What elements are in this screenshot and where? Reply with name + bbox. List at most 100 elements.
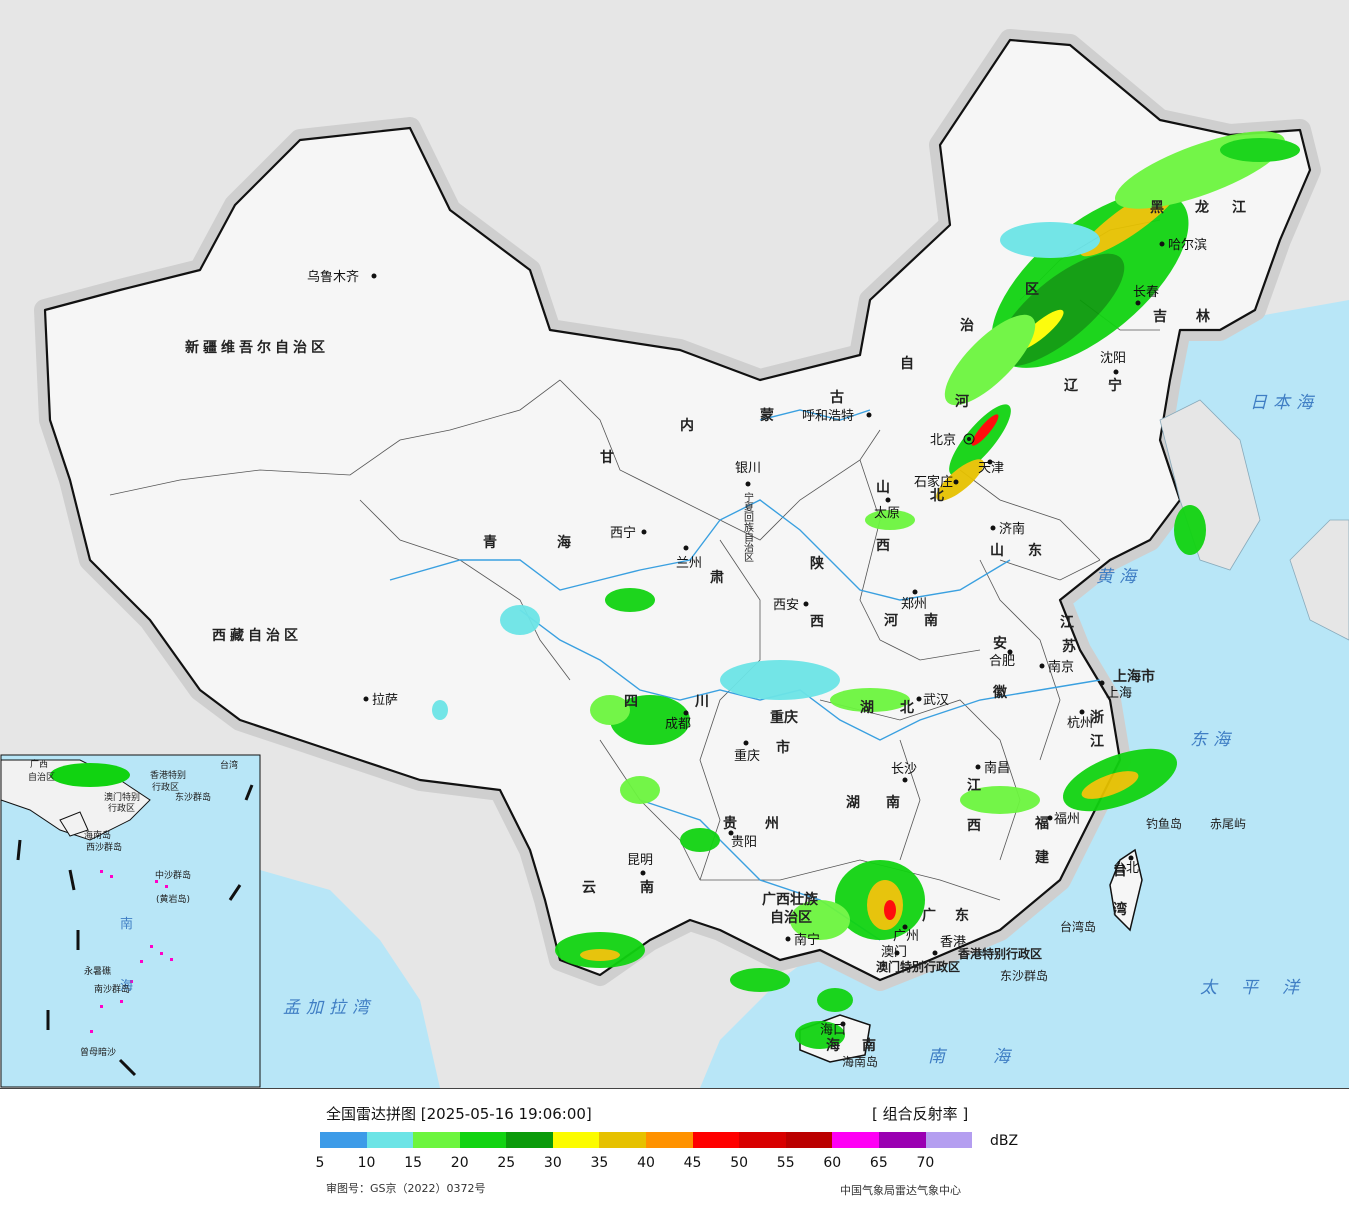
svg-text:长春: 长春 bbox=[1133, 285, 1159, 300]
svg-text:贵阳: 贵阳 bbox=[731, 835, 757, 850]
city-nanchang[interactable]: 南昌 bbox=[975, 760, 1011, 776]
region-xi2: 西 bbox=[810, 614, 824, 630]
scale-swatch bbox=[413, 1132, 460, 1148]
city-hongkong[interactable]: 香港 bbox=[932, 935, 967, 956]
radar-map[interactable]: 新疆维吾尔自治区 西藏自治区 青海 甘 肃 内 蒙 古 自 治 区 黑 龙 江 … bbox=[0, 0, 1349, 1089]
region-ningxia-vertical: 宁夏回族自治区 bbox=[742, 491, 754, 562]
region-hui: 徽 bbox=[992, 684, 1008, 701]
region-dong: 东 bbox=[1028, 542, 1042, 559]
city-jinan[interactable]: 济南 bbox=[990, 521, 1026, 537]
city-shanghai[interactable]: 上海 bbox=[1099, 680, 1133, 702]
scale-tick: 25 bbox=[497, 1155, 516, 1171]
region-yun: 云 bbox=[582, 880, 596, 896]
city-shenyang[interactable]: 沈阳 bbox=[1100, 351, 1126, 375]
city-xining[interactable]: 西宁 bbox=[610, 525, 647, 541]
scale-tick: 30 bbox=[543, 1155, 562, 1171]
region-chuan: 川 bbox=[694, 694, 709, 710]
svg-text:广西: 广西 bbox=[30, 758, 48, 770]
radar-map-canvas[interactable]: 新疆维吾尔自治区 西藏自治区 青海 甘 肃 内 蒙 古 自 治 区 黑 龙 江 … bbox=[0, 0, 1349, 1088]
region-shi: 市 bbox=[776, 739, 790, 756]
region-hu: 湖 bbox=[860, 700, 874, 716]
region-bei: 北 bbox=[930, 488, 944, 504]
city-yinchuan[interactable]: 银川 bbox=[735, 461, 761, 487]
region-tai: 台 bbox=[1113, 862, 1127, 879]
svg-text:南: 南 bbox=[120, 916, 133, 932]
city-chongqing[interactable]: 重庆 bbox=[734, 740, 760, 765]
region-ning: 宁 bbox=[1108, 377, 1122, 394]
city-haikou[interactable]: 海口 bbox=[820, 1021, 846, 1039]
svg-text:重庆: 重庆 bbox=[734, 748, 760, 764]
svg-text:昆明: 昆明 bbox=[627, 853, 653, 868]
scale-tick: 70 bbox=[916, 1155, 935, 1171]
city-changchun[interactable]: 长春 bbox=[1133, 285, 1159, 306]
region-shan: 山 bbox=[876, 480, 890, 496]
scale-swatch bbox=[785, 1132, 833, 1148]
region-su: 肃 bbox=[710, 569, 724, 586]
city-urumqi[interactable]: 乌鲁木齐 bbox=[307, 269, 377, 285]
svg-text:澳门特别: 澳门特别 bbox=[104, 791, 140, 803]
region-nan2: 南 bbox=[886, 794, 900, 811]
city-zhengzhou[interactable]: 郑州 bbox=[901, 589, 927, 613]
city-hohhot[interactable]: 呼和浩特 bbox=[802, 409, 872, 424]
svg-text:福州: 福州 bbox=[1054, 812, 1080, 827]
city-guiyang[interactable]: 贵阳 bbox=[728, 830, 758, 851]
svg-text:上海: 上海 bbox=[1106, 686, 1132, 701]
city-changsha[interactable]: 长沙 bbox=[891, 762, 917, 783]
scale-swatch bbox=[692, 1132, 740, 1148]
city-shijiazhuang[interactable]: 石家庄 bbox=[914, 474, 959, 490]
city-xian[interactable]: 西安 bbox=[773, 598, 809, 613]
island-taiwan: 台湾岛 bbox=[1060, 919, 1096, 934]
city-taiyuan[interactable]: 太原 bbox=[874, 497, 900, 522]
region-dong2: 东 bbox=[955, 907, 969, 924]
map-approval-number: 审图号：GS京（2022）0372号 bbox=[326, 1182, 486, 1195]
region-xinjiang: 新疆维吾尔自治区 bbox=[185, 339, 329, 356]
city-guangzhou[interactable]: 广州 bbox=[893, 924, 919, 945]
region-lin: 林 bbox=[1196, 308, 1210, 325]
scale-swatch bbox=[506, 1132, 553, 1148]
city-nanjing[interactable]: 南京 bbox=[1039, 659, 1075, 675]
city-nanning[interactable]: 南宁 bbox=[785, 932, 821, 948]
dbz-color-scale bbox=[320, 1132, 973, 1148]
region-nei: 内 bbox=[680, 417, 694, 434]
city-taipei[interactable]: 台北 bbox=[1113, 855, 1139, 877]
svg-text:台湾: 台湾 bbox=[220, 759, 238, 771]
city-tianjin[interactable]: 天津 bbox=[978, 459, 1004, 477]
city-macau[interactable]: 澳门 bbox=[881, 944, 907, 960]
region-zhe: 浙 bbox=[1090, 709, 1104, 726]
svg-text:杭州: 杭州 bbox=[1067, 716, 1093, 731]
japan bbox=[1289, 519, 1349, 641]
city-fuzhou[interactable]: 福州 bbox=[1047, 812, 1081, 827]
scale-tick: 45 bbox=[683, 1155, 702, 1171]
svg-text:成都: 成都 bbox=[665, 717, 691, 732]
city-lhasa[interactable]: 拉萨 bbox=[363, 693, 399, 708]
scale-swatch bbox=[739, 1132, 786, 1148]
city-lanzhou[interactable]: 兰州 bbox=[676, 545, 702, 572]
region-labels: 新疆维吾尔自治区 西藏自治区 青海 甘 肃 内 蒙 古 自 治 区 黑 龙 江 … bbox=[185, 199, 1246, 1054]
region-guangxi-zzq: 自治区 bbox=[770, 909, 812, 926]
scale-swatch bbox=[599, 1132, 647, 1148]
city-hangzhou[interactable]: 杭州 bbox=[1067, 709, 1093, 732]
svg-text:郑州: 郑州 bbox=[901, 597, 927, 612]
svg-text:香港: 香港 bbox=[940, 935, 966, 950]
city-beijing[interactable]: 北京 bbox=[930, 433, 975, 448]
city-hefei[interactable]: 合肥 bbox=[989, 649, 1015, 670]
scale-tick: 10 bbox=[357, 1155, 376, 1171]
region-zi: 自 bbox=[900, 355, 914, 372]
region-nan: 南 bbox=[924, 612, 938, 629]
scale-swatch bbox=[878, 1132, 926, 1148]
city-kunming[interactable]: 昆明 bbox=[627, 853, 653, 876]
scale-swatch bbox=[320, 1132, 367, 1148]
island-hainan: 海南岛 bbox=[842, 1054, 878, 1069]
svg-text:沈阳: 沈阳 bbox=[1100, 351, 1126, 366]
radar-echoes bbox=[432, 131, 1300, 1049]
region-gui: 贵 bbox=[723, 815, 737, 832]
island-dongsha: 东沙群岛 bbox=[1000, 968, 1048, 983]
svg-text:澳门: 澳门 bbox=[881, 944, 907, 960]
city-wuhan[interactable]: 武汉 bbox=[916, 693, 950, 708]
city-harbin[interactable]: 哈尔滨 bbox=[1159, 237, 1208, 253]
svg-text:(黄岩岛): (黄岩岛) bbox=[156, 893, 190, 905]
svg-text:武汉: 武汉 bbox=[923, 693, 949, 708]
city-chengdu[interactable]: 成都 bbox=[665, 710, 691, 733]
svg-text:石家庄: 石家庄 bbox=[914, 474, 953, 490]
sea-east-china: 东海 bbox=[1190, 730, 1236, 750]
